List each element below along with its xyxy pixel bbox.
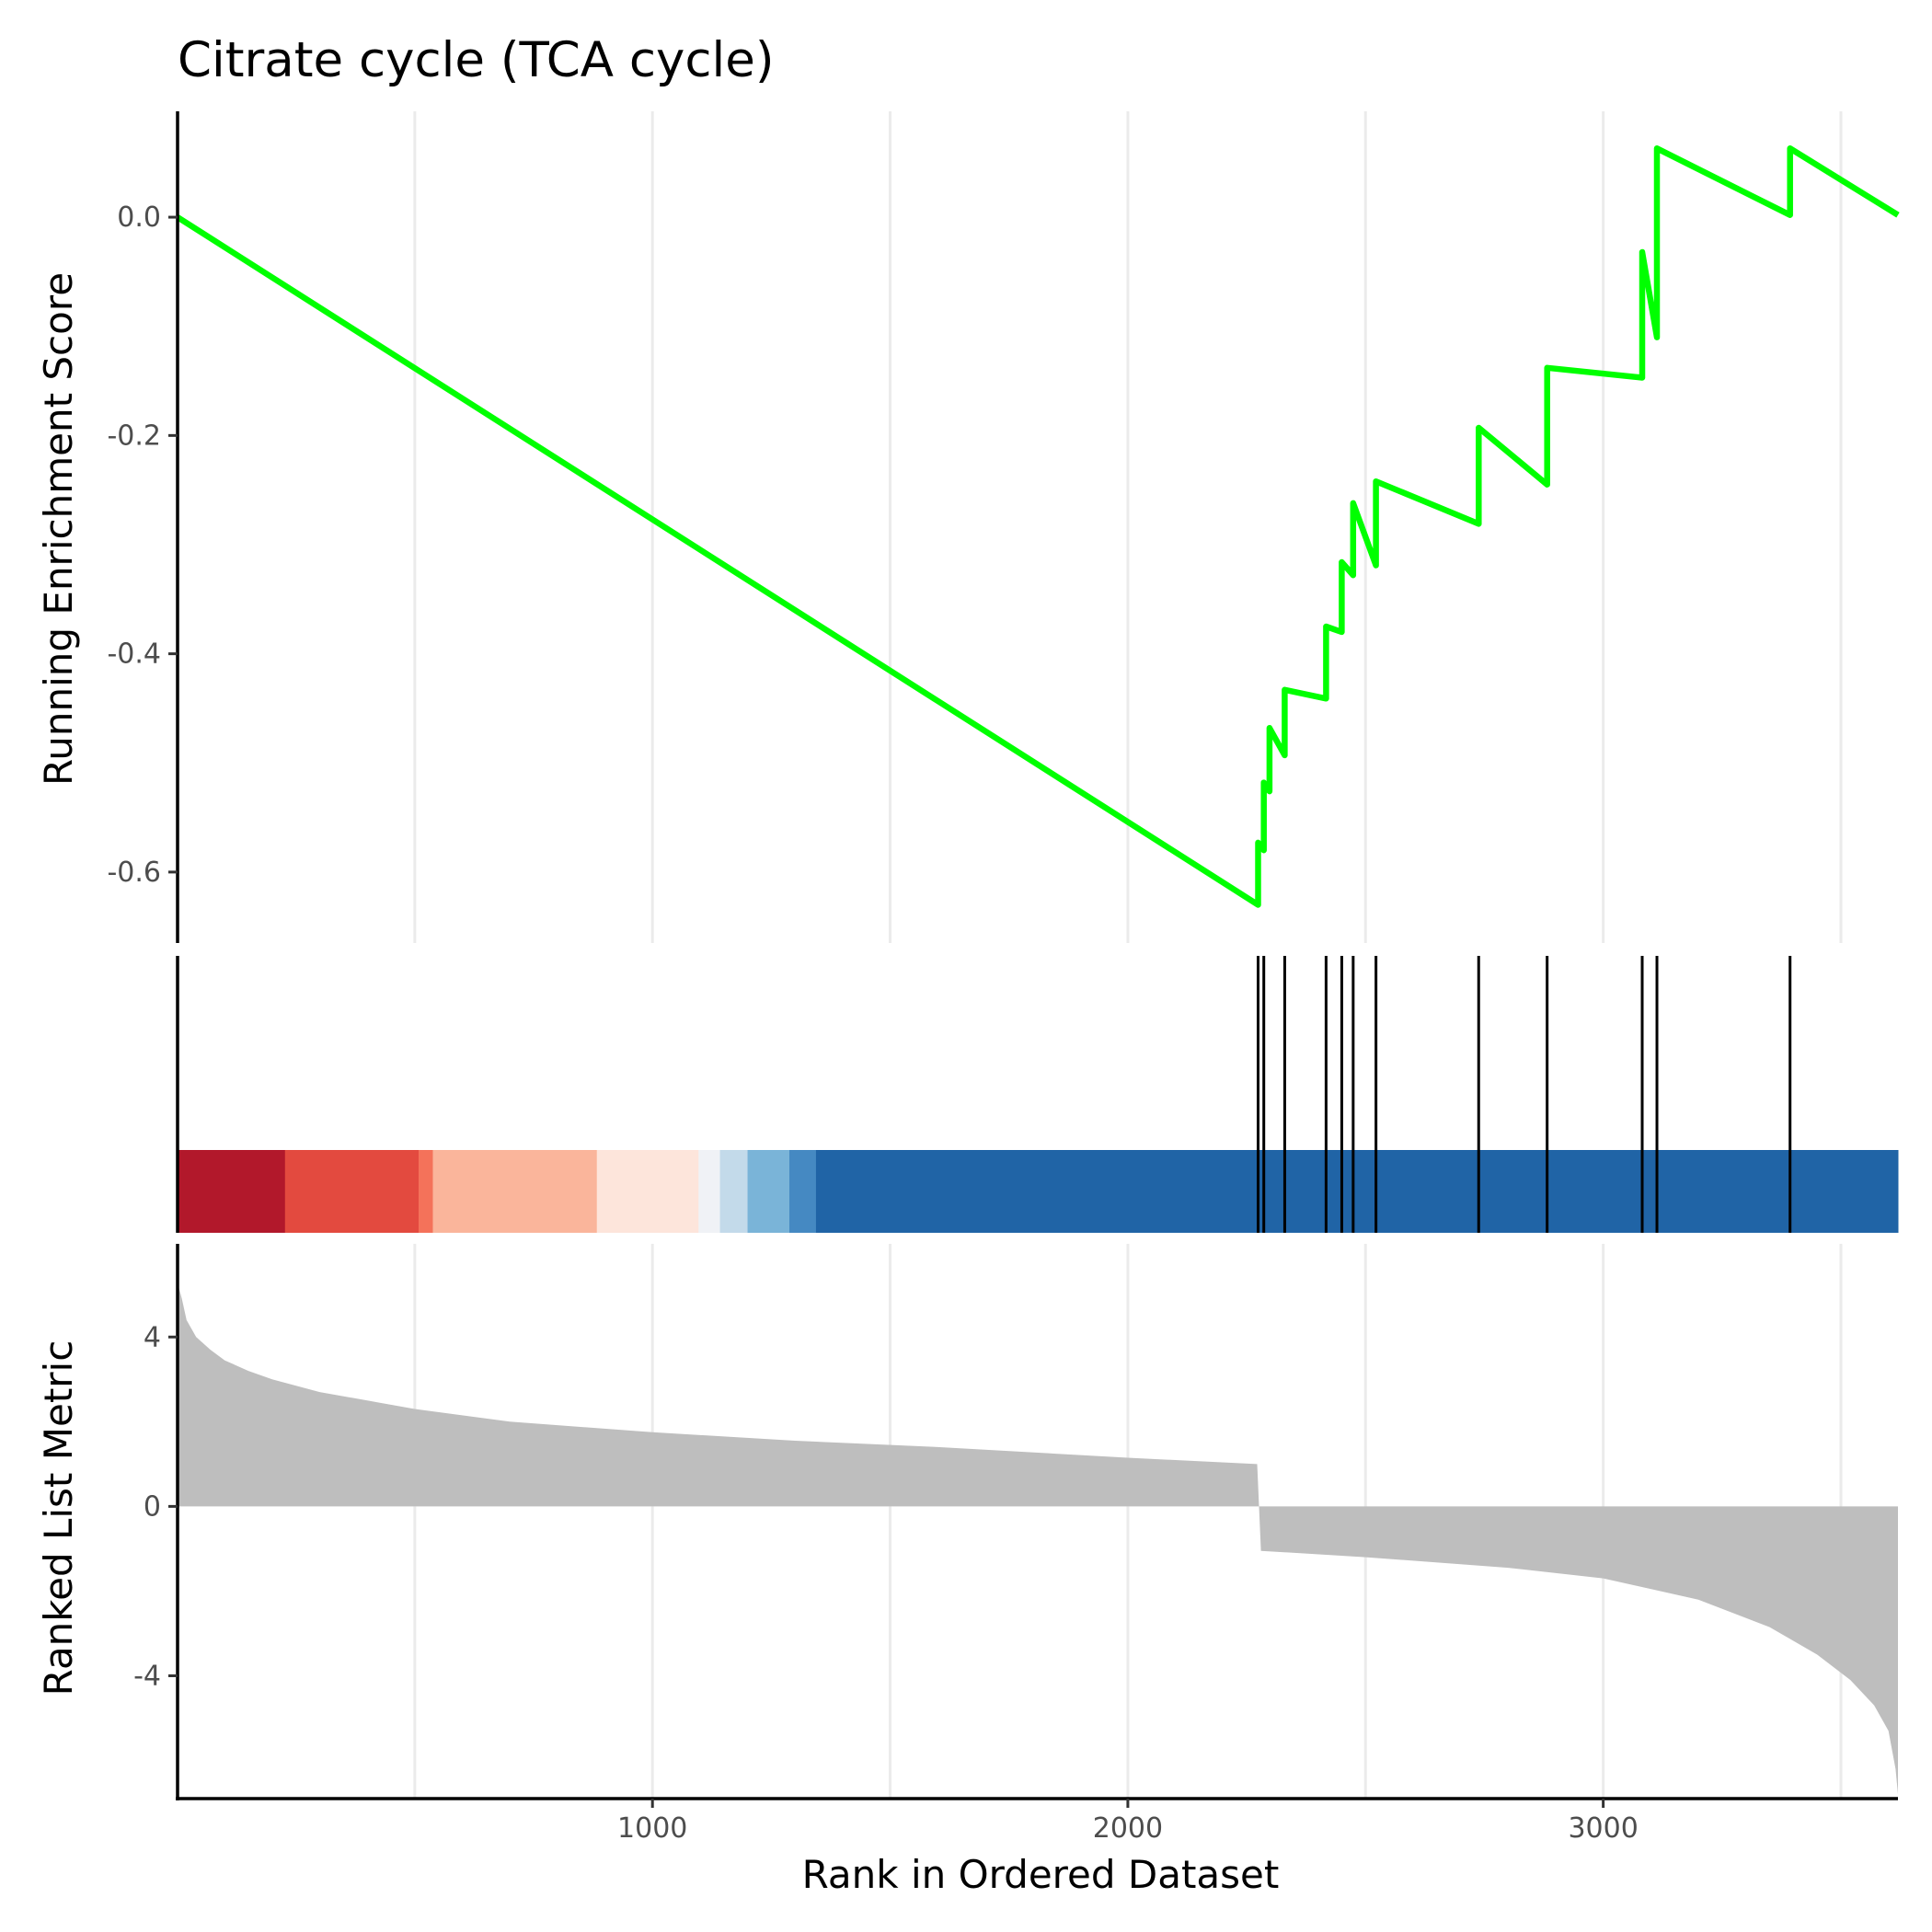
y-tick-label: 4 — [144, 1321, 161, 1353]
ranked-metric-area — [178, 1273, 1898, 1795]
color-bar-segment — [596, 1150, 699, 1233]
plot-area — [176, 145, 1900, 1795]
color-bar-segment — [719, 1150, 749, 1233]
chart-title: Citrate cycle (TCA cycle) — [178, 32, 775, 88]
x-tick-label: 1000 — [617, 1812, 687, 1845]
color-bar-segment — [418, 1150, 433, 1233]
color-bar-segment — [698, 1150, 721, 1233]
x-axis-title: Rank in Ordered Dataset — [802, 1852, 1280, 1897]
color-bar-segment — [747, 1150, 790, 1233]
color-bar-segment — [178, 1150, 286, 1233]
y-axis-title-running-score: Running Enrichment Score — [36, 272, 81, 786]
y-axis-title-ranked-metric: Ranked List Metric — [36, 1340, 81, 1696]
running-score-line — [176, 145, 1900, 908]
color-bar-segment — [284, 1150, 420, 1233]
color-bar-segment — [789, 1150, 817, 1233]
color-bar-segment — [432, 1150, 598, 1233]
y-tick-label: -0.6 — [107, 857, 161, 889]
y-tick-label: -0.2 — [107, 420, 161, 452]
color-bar-segment — [815, 1150, 1899, 1233]
y-tick-label: -0.4 — [107, 638, 161, 671]
y-tick-label: 0.0 — [117, 201, 161, 234]
x-tick-label: 2000 — [1093, 1812, 1163, 1845]
y-tick-label: 0 — [144, 1490, 161, 1523]
x-tick-label: 3000 — [1568, 1812, 1638, 1845]
y-tick-label: -4 — [133, 1661, 161, 1693]
axes: 0.0 -0.2 -0.4 -0.6 4 0 -4 1000 2000 3000 — [107, 111, 1898, 1845]
